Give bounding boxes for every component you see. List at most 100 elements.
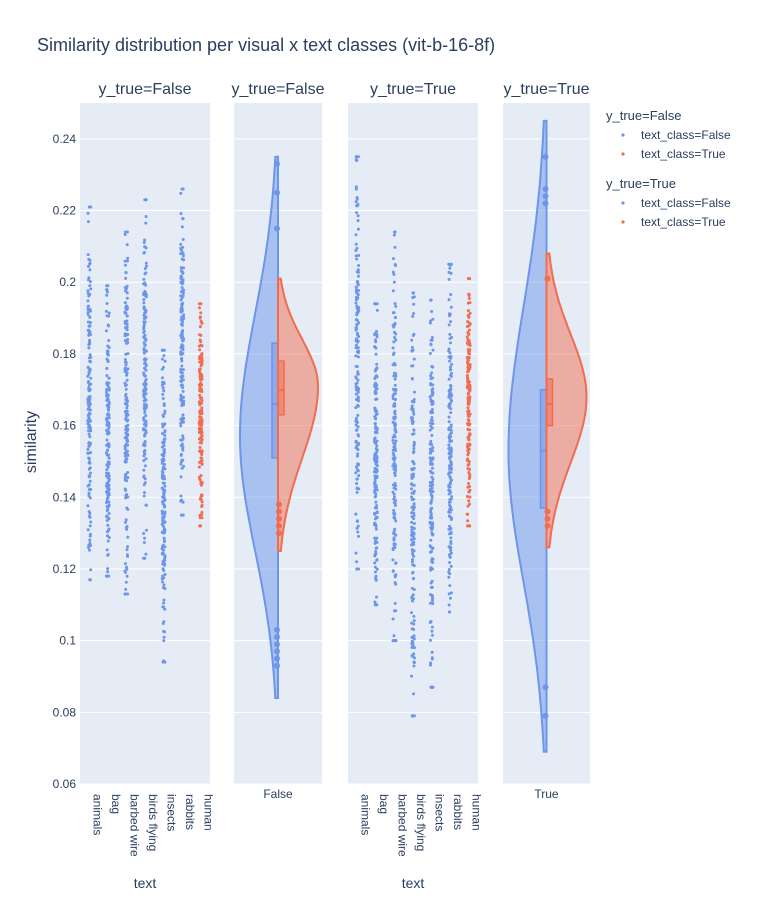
strip-point <box>200 453 204 457</box>
strip-point <box>356 386 360 390</box>
strip-point <box>106 360 110 364</box>
facet-panels: 0.060.080.10.120.140.160.180.20.220.24y_… <box>53 81 590 891</box>
strip-point <box>429 439 433 443</box>
strip-point <box>393 444 397 448</box>
strip-point <box>357 263 361 267</box>
x-axis-title: text <box>134 875 157 891</box>
strip-point <box>181 330 185 334</box>
strip-point <box>161 467 165 471</box>
strip-point <box>356 413 360 417</box>
strip-point <box>355 526 359 530</box>
strip-point <box>449 459 453 463</box>
strip-point <box>104 417 108 421</box>
strip-point <box>468 473 472 477</box>
strip-point <box>394 573 398 577</box>
strip-point <box>375 558 379 562</box>
strip-point <box>449 305 453 309</box>
violin-half-false <box>507 119 549 753</box>
strip-point <box>197 306 201 310</box>
strip-point <box>124 363 128 367</box>
strip-point <box>182 464 186 468</box>
strip-point <box>449 539 453 543</box>
strip-point <box>411 291 415 295</box>
strip-point <box>447 277 451 281</box>
strip-point <box>375 308 379 312</box>
strip-point <box>106 393 110 397</box>
strip-point <box>391 448 395 452</box>
strip-point <box>89 429 93 433</box>
strip-point <box>374 527 378 531</box>
outlier-point <box>542 153 549 160</box>
strip-point <box>179 345 183 349</box>
strip-point <box>357 487 361 491</box>
strip-point <box>375 448 379 452</box>
outlier-point <box>274 641 280 648</box>
strip-point <box>89 355 93 359</box>
strip-point <box>393 542 397 546</box>
strip-point <box>107 574 111 578</box>
strip-point <box>162 635 166 639</box>
strip-point <box>126 413 130 417</box>
x-tick-label: bag <box>377 794 391 814</box>
strip-point <box>126 535 130 539</box>
strip-point <box>466 463 470 467</box>
strip-point <box>105 548 109 552</box>
strip-point <box>412 521 416 525</box>
strip-point <box>410 528 414 532</box>
strip-point <box>126 554 130 558</box>
strip-point <box>373 415 377 419</box>
strip-point <box>391 387 395 391</box>
strip-point <box>179 280 183 284</box>
strip-point <box>126 470 130 474</box>
strip-point <box>88 435 92 439</box>
strip-point <box>125 341 129 345</box>
strip-point <box>392 639 396 643</box>
strip-point <box>356 351 360 355</box>
strip-human <box>197 302 204 528</box>
strip-point <box>198 386 202 390</box>
strip-point <box>467 499 471 503</box>
strip-point <box>429 338 433 342</box>
strip-point <box>160 383 164 387</box>
x-tick-label: human <box>470 794 484 831</box>
strip-point <box>466 482 470 486</box>
strip-point <box>393 421 397 425</box>
strip-point <box>466 358 470 362</box>
strip-point <box>410 377 414 381</box>
strip-point <box>143 337 147 341</box>
strip-point <box>429 593 433 597</box>
strip-point <box>162 531 166 535</box>
strip-point <box>429 374 433 378</box>
strip-point <box>355 468 359 472</box>
strip-point <box>468 432 472 436</box>
strip-point <box>123 259 127 263</box>
strip-point <box>373 570 377 574</box>
strip-point <box>107 386 111 390</box>
strip-point <box>411 459 415 463</box>
legend-item-label: text_class=False <box>641 196 731 210</box>
strip-point <box>124 306 128 310</box>
strip-point <box>412 390 416 394</box>
strip-point <box>429 508 433 512</box>
strip-point <box>107 311 111 315</box>
strip-point <box>144 264 148 268</box>
strip-point <box>124 488 128 492</box>
strip-point <box>429 581 433 585</box>
strip-point <box>394 609 398 613</box>
strip-point <box>107 445 111 449</box>
strip-point <box>106 420 110 424</box>
strip-point <box>410 404 414 408</box>
strip-point <box>392 531 396 535</box>
strip-point <box>467 391 471 395</box>
strip-point <box>89 488 93 492</box>
strip-point <box>181 403 185 407</box>
strip-point <box>354 338 358 342</box>
strip-point <box>125 406 129 410</box>
strip-point <box>373 345 377 349</box>
violin-half-true <box>276 277 320 553</box>
strip-point <box>466 376 470 380</box>
strip-point <box>375 362 379 366</box>
strip-point <box>354 439 358 443</box>
strip-point <box>467 293 471 297</box>
outlier-point <box>542 684 549 691</box>
